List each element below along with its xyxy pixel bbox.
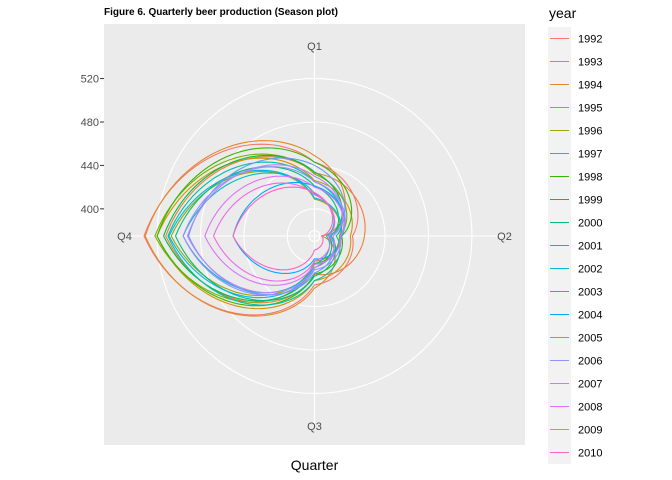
legend-label-2010: 2010 bbox=[578, 448, 602, 460]
series-line-2010 bbox=[232, 186, 334, 271]
quarter-labels: Q1 Q2 Q3 Q4 bbox=[117, 41, 512, 433]
legend-label-2007: 2007 bbox=[578, 379, 602, 391]
legend-label-2009: 2009 bbox=[578, 425, 602, 437]
chart-title: Figure 6. Quarterly beer production (Sea… bbox=[104, 7, 338, 18]
series-line-1997 bbox=[154, 153, 348, 303]
legend-label-2003: 2003 bbox=[578, 287, 602, 299]
legend-label-1995: 1995 bbox=[578, 103, 602, 115]
y-tick-label: 400 bbox=[81, 204, 99, 216]
series-line-2004 bbox=[232, 181, 346, 275]
legend-title: year bbox=[549, 5, 577, 21]
y-tick-label: 520 bbox=[81, 74, 99, 86]
legend-label-1993: 1993 bbox=[578, 57, 602, 69]
series-line-1992 bbox=[143, 143, 359, 316]
legend-label-1994: 1994 bbox=[578, 80, 602, 92]
category-label-Q4: Q4 bbox=[117, 231, 132, 243]
legend-label-2000: 2000 bbox=[578, 218, 602, 230]
legend-label-1998: 1998 bbox=[578, 172, 602, 184]
legend-label-2004: 2004 bbox=[578, 310, 602, 322]
legend-label-1992: 1992 bbox=[578, 34, 602, 46]
legend: year 1992 1993 1994 1995 1996 1997 1998 1999 200… bbox=[548, 5, 602, 464]
series-line-2009 bbox=[212, 182, 336, 282]
series-line-2006 bbox=[182, 166, 346, 296]
legend-label-2002: 2002 bbox=[578, 264, 602, 276]
y-tick-label: 440 bbox=[81, 160, 99, 172]
legend-label-1996: 1996 bbox=[578, 126, 602, 138]
x-axis-label: Quarter bbox=[291, 457, 339, 473]
y-tick-label: 480 bbox=[81, 117, 99, 129]
legend-label-2006: 2006 bbox=[578, 356, 602, 368]
category-label-Q1: Q1 bbox=[307, 41, 322, 53]
series-line-2007 bbox=[186, 164, 344, 294]
series-lines bbox=[143, 140, 366, 317]
legend-label-2005: 2005 bbox=[578, 333, 602, 345]
legend-label-1997: 1997 bbox=[578, 149, 602, 161]
legend-label-2008: 2008 bbox=[578, 402, 602, 414]
series-line-1998 bbox=[156, 147, 353, 307]
legend-label-1999: 1999 bbox=[578, 195, 602, 207]
radial-axis-ticks: 400 440 480 520 bbox=[81, 74, 104, 216]
category-label-Q3: Q3 bbox=[307, 421, 322, 433]
legend-label-2001: 2001 bbox=[578, 241, 602, 253]
category-label-Q2: Q2 bbox=[497, 231, 512, 243]
series-line-2008 bbox=[204, 175, 345, 286]
